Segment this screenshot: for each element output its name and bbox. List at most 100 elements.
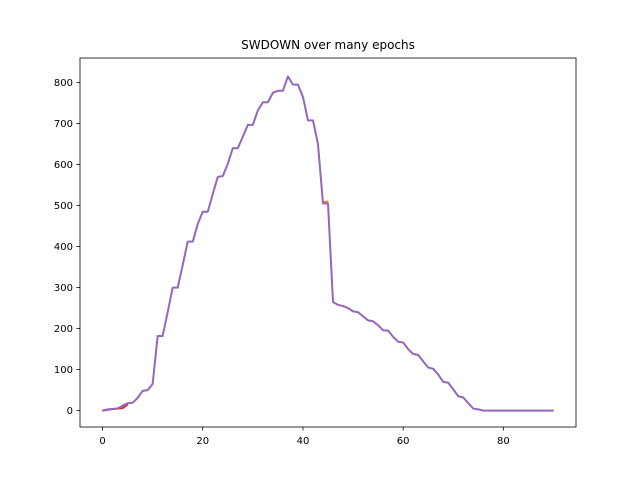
- data-point: [497, 410, 499, 412]
- data-point: [307, 119, 309, 121]
- data-point: [407, 348, 409, 350]
- data-point: [442, 381, 444, 383]
- data-point: [532, 410, 535, 412]
- y-tick-label: 700: [54, 119, 73, 130]
- data-point: [187, 241, 189, 243]
- data-point: [207, 211, 209, 213]
- data-point: [507, 410, 509, 412]
- data-point: [111, 408, 114, 410]
- data-point: [537, 410, 540, 412]
- data-point: [157, 335, 159, 337]
- data-point: [552, 410, 555, 412]
- y-tick-label: 600: [54, 160, 73, 171]
- data-point: [452, 388, 454, 390]
- data-point: [147, 389, 149, 391]
- data-point: [322, 202, 324, 205]
- data-point: [257, 109, 259, 112]
- y-tick-label: 300: [54, 283, 73, 294]
- data-point: [547, 410, 550, 412]
- data-point: [142, 390, 144, 392]
- y-tick-label: 200: [54, 324, 73, 335]
- y-tick-label: 800: [54, 78, 73, 89]
- data-point: [287, 75, 289, 78]
- data-point: [192, 241, 194, 243]
- data-point: [522, 410, 524, 412]
- x-tick-label: 0: [99, 436, 105, 447]
- data-point: [482, 410, 484, 412]
- data-point: [302, 96, 304, 98]
- data-point: [352, 310, 354, 312]
- data-point: [387, 330, 389, 332]
- data-point: [377, 324, 379, 326]
- data-point: [262, 101, 264, 103]
- data-point: [487, 410, 489, 412]
- x-tick-label: 20: [196, 436, 209, 447]
- data-point: [312, 119, 314, 121]
- data-point: [492, 410, 494, 412]
- data-point: [106, 408, 109, 410]
- data-point: [357, 311, 359, 313]
- data-point: [267, 101, 269, 103]
- data-point: [372, 320, 374, 322]
- data-point: [337, 304, 339, 306]
- data-point: [332, 301, 334, 303]
- data-point: [417, 354, 419, 356]
- data-point: [467, 402, 469, 404]
- data-point: [132, 402, 134, 404]
- data-point: [392, 336, 394, 338]
- data-point: [292, 84, 294, 86]
- plot-frame: [79, 57, 577, 428]
- data-point: [402, 341, 404, 344]
- data-point: [212, 193, 214, 195]
- data-point: [232, 147, 234, 149]
- data-point: [347, 307, 349, 309]
- data-point: [397, 341, 399, 343]
- data-point: [342, 305, 344, 307]
- data-point: [327, 200, 329, 203]
- chart-title: SWDOWN over many epochs: [241, 38, 415, 52]
- data-point: [172, 287, 174, 289]
- data-point: [427, 366, 429, 369]
- data-point: [277, 90, 279, 92]
- data-point: [517, 410, 519, 412]
- data-point: [457, 395, 459, 397]
- x-tick-label: 60: [397, 436, 410, 447]
- data-point: [252, 124, 254, 126]
- data-point: [272, 92, 274, 94]
- data-point: [121, 405, 124, 407]
- data-point: [182, 264, 184, 266]
- data-point: [382, 329, 384, 331]
- x-tick-label: 80: [497, 436, 510, 447]
- data-point: [162, 335, 164, 337]
- data-point: [367, 319, 369, 321]
- data-point: [137, 397, 139, 399]
- data-point: [432, 368, 434, 370]
- data-point: [472, 407, 474, 410]
- data-point: [527, 410, 530, 412]
- data-point: [422, 360, 424, 362]
- data-point: [502, 410, 504, 412]
- data-point: [297, 84, 299, 86]
- data-point: [477, 408, 479, 410]
- data-point: [362, 315, 364, 317]
- y-tick-label: 100: [54, 365, 73, 376]
- y-tick-label: 500: [54, 201, 73, 212]
- data-point: [317, 143, 319, 145]
- y-tick-label: 400: [54, 242, 73, 253]
- data-point: [447, 382, 449, 384]
- data-point: [242, 136, 244, 138]
- data-point: [177, 287, 179, 289]
- data-point: [197, 223, 199, 225]
- data-point: [217, 176, 219, 178]
- data-point: [101, 410, 104, 412]
- data-point: [512, 410, 514, 412]
- data-point: [437, 373, 439, 376]
- series-2: [101, 75, 555, 412]
- data-point: [222, 175, 224, 177]
- x-tick-label: 40: [297, 436, 310, 447]
- series-layer: [101, 75, 555, 412]
- data-point: [152, 383, 154, 385]
- data-point: [282, 90, 284, 92]
- data-point: [227, 163, 229, 165]
